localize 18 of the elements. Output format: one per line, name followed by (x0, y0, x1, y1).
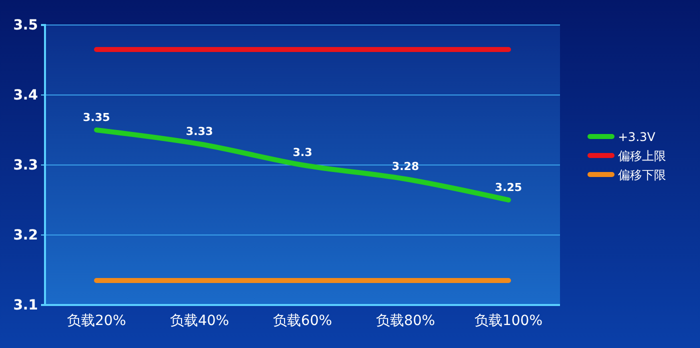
legend-label: +3.3V (618, 130, 656, 144)
y-tick-label: 3.2 (13, 227, 38, 244)
data-label: 3.3 (292, 146, 312, 159)
x-tick-label: 负载100% (474, 312, 543, 329)
x-tick-label: 负载60% (272, 312, 332, 329)
x-tick-label: 负载40% (170, 312, 230, 329)
y-tick-label: 3.5 (13, 17, 38, 34)
data-label: 3.33 (186, 125, 214, 138)
y-tick-label: 3.1 (13, 297, 38, 314)
x-tick-label: 负载80% (376, 312, 436, 329)
y-tick-label: 3.3 (13, 157, 38, 174)
y-tick-label: 3.4 (13, 87, 38, 104)
data-label: 3.25 (494, 181, 522, 194)
legend-label: 偏移上限 (618, 149, 666, 163)
data-label: 3.28 (392, 160, 420, 173)
data-label: 3.35 (82, 111, 110, 124)
x-tick-label: 负载20% (66, 312, 126, 329)
legend-label: 偏移下限 (618, 168, 666, 182)
